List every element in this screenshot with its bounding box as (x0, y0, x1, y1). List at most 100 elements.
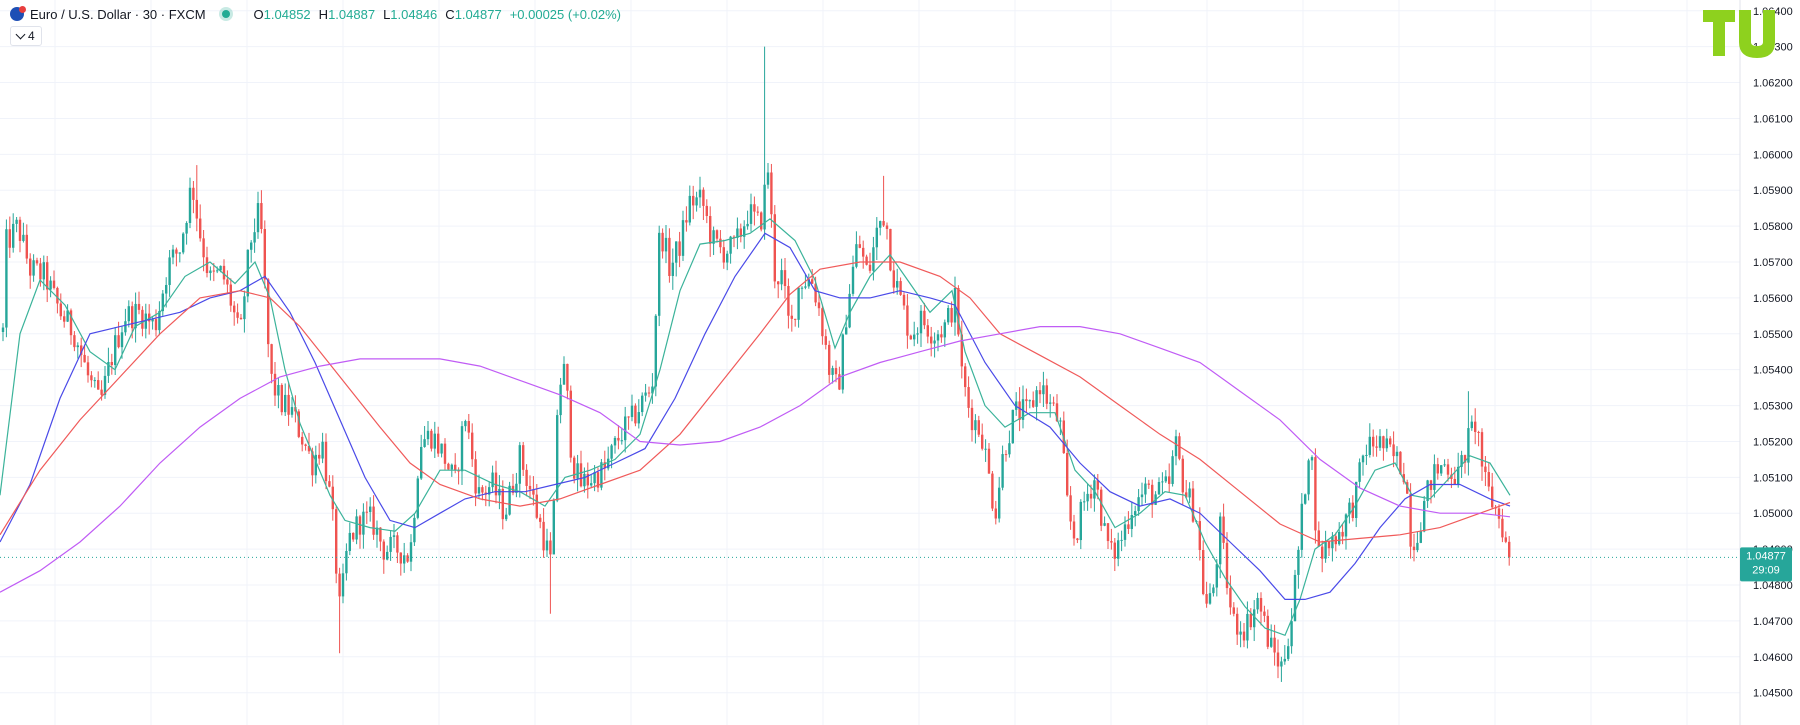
candle-body (739, 228, 742, 237)
candle-body (409, 542, 413, 562)
candle-body (1120, 539, 1123, 541)
candle-body (358, 516, 362, 535)
candle-body (494, 472, 498, 496)
candle-body (15, 219, 18, 224)
candle-body (851, 266, 855, 294)
candle-body (1348, 502, 1351, 515)
candle-body (1123, 524, 1127, 540)
candle-body (144, 313, 147, 329)
candle-body (1341, 531, 1344, 537)
candle-body (586, 473, 589, 486)
candle-body (542, 521, 545, 551)
candle-body (1096, 480, 1099, 490)
y-tick-label: 1.06100 (1753, 113, 1793, 125)
candle-body (1355, 481, 1358, 518)
candle-body (1419, 531, 1422, 543)
logo-icon (1703, 10, 1775, 58)
candle-body (1399, 451, 1402, 475)
candle-body (389, 536, 392, 552)
candle-body (1270, 637, 1273, 647)
y-tick-label: 1.05100 (1753, 472, 1793, 484)
candle-body (1389, 438, 1392, 445)
candle-body (1103, 523, 1106, 526)
candle-body (1035, 390, 1038, 407)
candle-body (797, 287, 800, 320)
candle-body (1134, 511, 1137, 516)
open-label: O (253, 6, 264, 22)
candle-body (569, 390, 572, 458)
candle-body (76, 345, 79, 348)
candle-body (1263, 611, 1266, 616)
ma-red-line (0, 261, 1511, 543)
candle-body (375, 527, 379, 535)
candle-body (141, 309, 144, 329)
candle-body (12, 223, 15, 248)
candle-body (1004, 454, 1008, 456)
candle-body (947, 308, 950, 323)
candle-body (930, 336, 933, 344)
candle-body (1368, 436, 1371, 455)
candle-body (981, 434, 984, 449)
candle-body (936, 334, 940, 341)
candle-body (321, 441, 324, 459)
candle-body (1236, 613, 1239, 635)
candle-body (338, 573, 341, 597)
candle-body (250, 242, 253, 250)
candle-body (158, 311, 161, 331)
candle-body (256, 203, 260, 233)
candle-body (841, 334, 844, 390)
candle-body (1222, 516, 1225, 543)
candle-body (481, 487, 484, 493)
candle-body (1256, 598, 1259, 610)
candle-body (1273, 637, 1276, 653)
symbol-legend: Euro / U.S. Dollar · 30 · FXCM O 1.04852 … (10, 4, 621, 24)
candle-body (1423, 501, 1426, 532)
candle-body (770, 172, 773, 215)
candle-body (783, 270, 787, 287)
candle-body (1113, 542, 1116, 559)
candle-body (552, 500, 555, 555)
candle-body (559, 384, 562, 416)
candle-body (5, 229, 8, 328)
candle-body (984, 448, 987, 450)
candle-body (889, 228, 892, 271)
candle-body (1079, 501, 1082, 541)
symbol-title[interactable]: Euro / U.S. Dollar · 30 · FXCM (30, 6, 206, 22)
candle-body (93, 380, 96, 382)
candle-body (192, 187, 195, 200)
open-value: 1.04852 (263, 6, 311, 22)
candle-body (1307, 460, 1310, 495)
candle-body (919, 310, 923, 334)
candle-body (1086, 493, 1089, 502)
candle-body (137, 303, 141, 310)
candle-body (457, 470, 460, 472)
candle-body (746, 223, 749, 227)
candle-body (1093, 480, 1096, 499)
candle-body (804, 286, 807, 288)
price-scale[interactable]: 1.044001.045001.046001.047001.048001.049… (1753, 6, 1793, 725)
candle-body (399, 552, 402, 564)
candle-body (341, 573, 345, 597)
candle-body (107, 361, 110, 376)
y-tick-label: 1.05900 (1753, 185, 1793, 197)
indicators-toggle-button[interactable]: 4 (10, 26, 42, 46)
candle-body (1229, 588, 1232, 608)
candle-body (124, 321, 127, 333)
candle-body (1460, 455, 1463, 467)
candle-body (692, 195, 695, 206)
candle-body (8, 229, 11, 248)
candle-body (345, 550, 348, 574)
candle-body (1293, 574, 1297, 622)
candle-body (467, 421, 470, 433)
candle-body (433, 433, 436, 449)
candle-body (314, 454, 317, 476)
candle-body (501, 488, 504, 520)
candle-body (596, 472, 600, 488)
candle-body (845, 327, 848, 335)
candle-body (1001, 454, 1004, 488)
candle-body (1130, 515, 1133, 529)
candle-body (1045, 385, 1048, 404)
candle-body (613, 437, 617, 446)
candle-body (379, 527, 382, 542)
